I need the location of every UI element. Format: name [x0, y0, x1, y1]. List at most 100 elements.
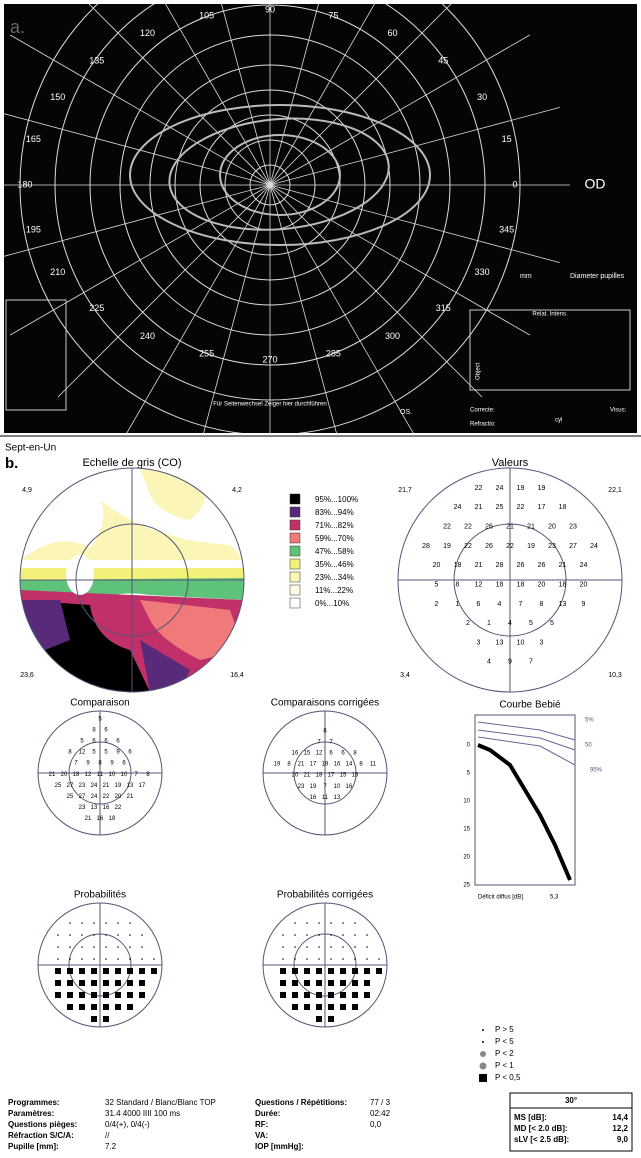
- grid-value: 8: [540, 601, 544, 608]
- angle-label: 330: [475, 267, 490, 277]
- grid-value: 22: [475, 485, 483, 492]
- prob-mark: [316, 968, 322, 974]
- grid-value: 23: [569, 523, 577, 530]
- y-tick-label: 15: [463, 827, 470, 833]
- prob-mark: [117, 922, 119, 924]
- grid-value: 5: [80, 739, 84, 745]
- grid-value: 8: [92, 728, 96, 734]
- prob-mark: [292, 968, 298, 974]
- grid-value: 18: [496, 581, 504, 588]
- grid-value: 16: [97, 816, 104, 822]
- angle-label: 30: [477, 92, 487, 102]
- title: Courbe Bebié: [499, 700, 561, 711]
- legend-label: 0%...10%: [315, 599, 349, 608]
- grid-value: 18: [559, 581, 567, 588]
- grid-value: 19: [115, 783, 122, 789]
- grid-value: 17: [328, 773, 335, 779]
- grid-value: 13: [496, 639, 504, 646]
- panel-label: a.: [10, 17, 25, 37]
- prob-mark: [103, 968, 109, 974]
- info-key: RF:: [255, 1120, 268, 1129]
- grid-value: 21: [298, 762, 305, 768]
- p-swatch: [479, 1074, 487, 1082]
- grid-value: 26: [517, 562, 525, 569]
- legend-swatch: [290, 572, 300, 582]
- prob-mark: [79, 992, 85, 998]
- grid-value: 8: [353, 751, 357, 757]
- grid-value: 25: [67, 794, 74, 800]
- prob-mark: [304, 992, 310, 998]
- grid-value: 3: [477, 639, 481, 646]
- grid-value: 6: [92, 739, 96, 745]
- prob-mark: [328, 1004, 334, 1010]
- prob-mark: [55, 992, 61, 998]
- grid-value: 19: [538, 485, 546, 492]
- grid-value: 16: [292, 751, 299, 757]
- grid-value: 15: [304, 751, 311, 757]
- prob-mark: [67, 980, 73, 986]
- angle-label: 255: [199, 348, 214, 358]
- figure: 0153045607590105120135150165180195210225…: [0, 0, 641, 1158]
- grid-value: 21: [49, 772, 56, 778]
- grid-value: 6: [341, 751, 345, 757]
- bebie-curve: [478, 745, 570, 880]
- info-value: 02:42: [370, 1109, 391, 1118]
- grid-value: 21: [85, 816, 92, 822]
- angle-label: 240: [140, 331, 155, 341]
- p-swatch: [480, 1063, 487, 1070]
- corner-value: 23,6: [20, 672, 34, 679]
- prob-mark: [354, 934, 356, 936]
- legend-swatch: [290, 559, 300, 569]
- prob-mark: [306, 934, 308, 936]
- prob-mark: [318, 946, 320, 948]
- prob-mark: [340, 968, 346, 974]
- grid-value: 10: [334, 784, 341, 790]
- prob-mark: [69, 958, 71, 960]
- prob-mark: [91, 992, 97, 998]
- grid-value: 21: [506, 523, 514, 530]
- prob-mark: [316, 1016, 322, 1022]
- p-label: P < 1: [495, 1061, 514, 1070]
- grid-value: 21: [475, 562, 483, 569]
- grid-value: 8: [98, 761, 102, 767]
- prob-mark: [330, 958, 332, 960]
- y-tick-label: 10: [463, 799, 470, 805]
- angle-label: 195: [26, 225, 41, 235]
- deficit: 5,3: [550, 895, 559, 901]
- legend-label: 83%...94%: [315, 508, 354, 517]
- legend-swatch: [290, 507, 300, 517]
- prob-mark: [340, 980, 346, 986]
- prob-mark: [103, 1016, 109, 1022]
- info-key: Durée:: [255, 1109, 280, 1118]
- bebie-band: [478, 730, 575, 750]
- legend-label: 95%...100%: [315, 495, 358, 504]
- correcte: Correcte:: [470, 408, 495, 414]
- grid-value: 16: [334, 762, 341, 768]
- grid-value: 26: [538, 562, 546, 569]
- p-label: P < 0,5: [495, 1073, 521, 1082]
- grid-value: 14: [346, 762, 353, 768]
- prob-mark: [304, 980, 310, 986]
- grid-value: 10: [121, 772, 128, 778]
- legend-swatch: [290, 598, 300, 608]
- prob-mark: [105, 934, 107, 936]
- deficit-label: Déficit diffus [dB]: [478, 895, 523, 901]
- prob-mark: [103, 1004, 109, 1010]
- prob-mark: [330, 922, 332, 924]
- legend-swatch: [290, 585, 300, 595]
- legend-swatch: [290, 520, 300, 530]
- prob-mark: [294, 946, 296, 948]
- p-label: P > 5: [495, 1025, 514, 1034]
- title: Probabilités corrigées: [277, 890, 373, 901]
- grid-value: 5: [92, 750, 96, 756]
- title: Probabilités: [74, 890, 126, 901]
- grid-value: 18: [559, 504, 567, 511]
- visus: Visus:: [610, 408, 627, 414]
- grid-value: 12: [475, 581, 483, 588]
- relat-label: Relat. Intens.: [532, 312, 568, 318]
- info-value: 0,0: [370, 1120, 382, 1129]
- prob-mark: [318, 934, 320, 936]
- prob-mark: [79, 980, 85, 986]
- prob-mark: [306, 922, 308, 924]
- grid-value: 7: [74, 761, 78, 767]
